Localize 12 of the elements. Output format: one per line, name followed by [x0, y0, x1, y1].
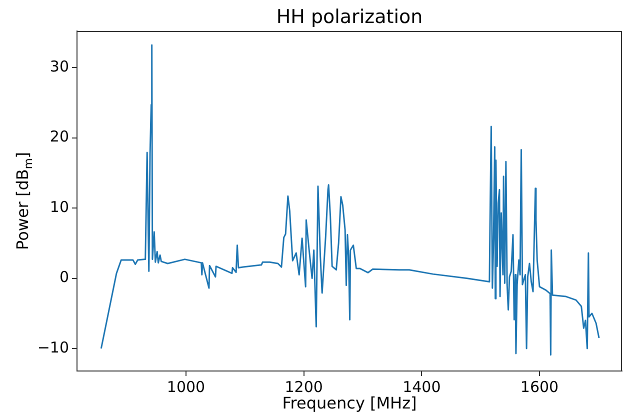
y-tick-label: −10 [37, 338, 69, 356]
x-tick-label: 1400 [402, 378, 441, 396]
y-tick-label: 0 [59, 268, 69, 286]
x-tick-label: 1200 [284, 378, 323, 396]
y-tick-label: 20 [50, 128, 69, 146]
y-axis-title: Power [dBm] [13, 152, 35, 250]
chart-title: HH polarization [276, 6, 423, 28]
y-tick-label: 30 [50, 57, 69, 76]
x-axis-title: Frequency [MHz] [282, 394, 417, 413]
x-tick-label: 1000 [166, 378, 206, 396]
x-tick-label: 1600 [520, 378, 559, 396]
y-tick-label: 10 [50, 198, 69, 216]
